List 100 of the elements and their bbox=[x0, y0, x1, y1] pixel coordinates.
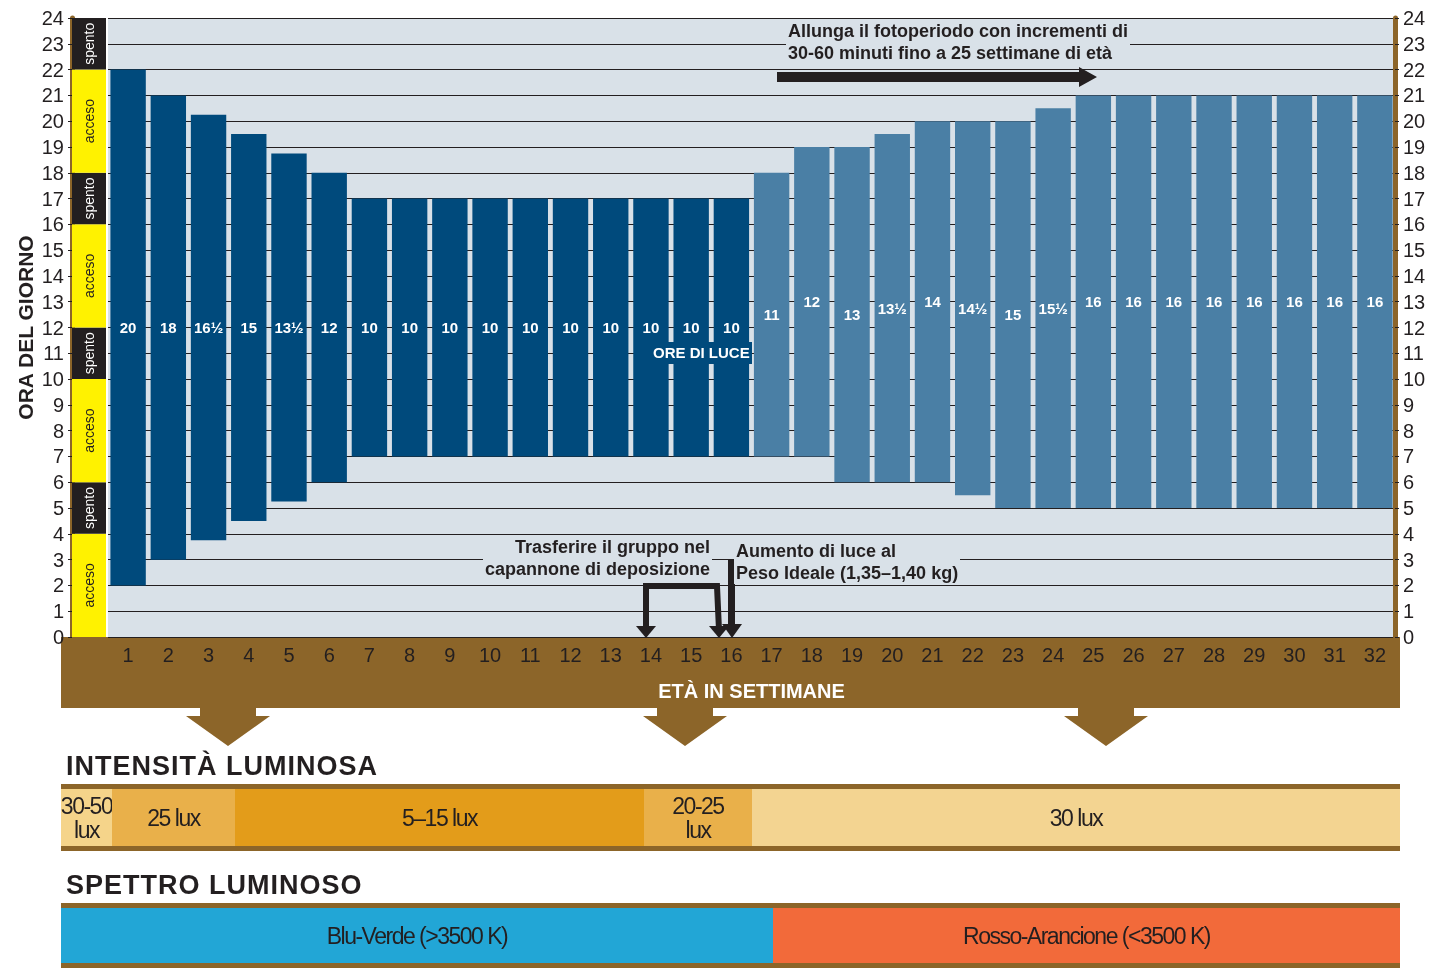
bar bbox=[72, 379, 106, 483]
bar bbox=[1156, 95, 1192, 509]
text: INTENSITÀ LUMINOSA bbox=[65, 749, 379, 783]
bar bbox=[1075, 95, 1112, 509]
data-label: acceso bbox=[81, 408, 97, 453]
y-tick-label: 2 bbox=[1403, 574, 1415, 597]
data-label: 16½ bbox=[193, 319, 224, 336]
y-tick-label: 6 bbox=[52, 471, 64, 494]
bar bbox=[72, 533, 106, 637]
y-tick-label: 1 bbox=[52, 600, 64, 623]
x-tick-label: 18 bbox=[800, 644, 823, 666]
y-tick-label: 5 bbox=[52, 497, 64, 520]
x-tick-label: 4 bbox=[243, 644, 255, 666]
y-tick-label: 11 bbox=[1403, 342, 1424, 365]
x-tick-label: 19 bbox=[840, 644, 864, 666]
y-tick-label: 17 bbox=[1403, 187, 1426, 210]
x-tick-label: 32 bbox=[1363, 644, 1387, 666]
y-tick-label: 8 bbox=[52, 419, 64, 442]
category-label: 25 lux bbox=[112, 789, 235, 846]
data-label: 15 bbox=[240, 319, 258, 336]
x-tick-label: 27 bbox=[1162, 644, 1185, 666]
data-label: 14 bbox=[924, 293, 942, 311]
data-label: 11 bbox=[763, 306, 780, 324]
y-tick-label: 15 bbox=[1403, 239, 1426, 262]
data-label: 18 bbox=[159, 319, 177, 336]
x-tick-label: 30 bbox=[1283, 644, 1306, 666]
data-label: 16 bbox=[1286, 293, 1303, 311]
bar bbox=[593, 198, 629, 457]
data-label: 10 bbox=[481, 319, 499, 336]
y-tick-label: 11 bbox=[43, 342, 64, 365]
y-tick-label: 24 bbox=[1403, 7, 1426, 29]
y-tick-label: 21 bbox=[1403, 84, 1426, 107]
y-tick-label: 17 bbox=[41, 187, 64, 210]
data-label: 10 bbox=[361, 319, 378, 336]
bar bbox=[753, 172, 790, 457]
y-tick-label: 3 bbox=[1403, 548, 1415, 571]
annotation: Trasferire il gruppo nel capannone di deposizione bbox=[482, 536, 712, 580]
category-label: Rosso-Arancione (<3500 K) bbox=[773, 908, 1400, 963]
data-label: 10 bbox=[602, 319, 620, 336]
y-tick-label: 8 bbox=[1403, 419, 1415, 442]
bar bbox=[1035, 108, 1071, 509]
data-label: 10 bbox=[401, 319, 418, 336]
y-tick-label: 10 bbox=[1403, 368, 1426, 391]
data-label: 15½ bbox=[1038, 299, 1068, 317]
y-tick-label: 16 bbox=[1403, 213, 1426, 236]
bar bbox=[472, 198, 508, 457]
y-tick-label: 15 bbox=[41, 239, 64, 262]
data-label: 16 bbox=[1205, 293, 1223, 311]
x-tick-label: 8 bbox=[404, 644, 416, 666]
y-tick-label: 18 bbox=[41, 161, 64, 184]
data-label: 10 bbox=[642, 319, 660, 336]
x-tick-label: 29 bbox=[1243, 644, 1266, 666]
bar bbox=[271, 153, 307, 502]
y-tick-label: 4 bbox=[52, 522, 64, 545]
y-tick-label: 0 bbox=[52, 626, 64, 648]
y-tick-label: 24 bbox=[41, 7, 64, 29]
y-tick-label: 23 bbox=[41, 32, 64, 55]
data-label: 16 bbox=[1326, 293, 1344, 311]
x-tick-label: 10 bbox=[478, 644, 502, 666]
annotation: Allunga il fotoperiodo con incrementi di 30-60 minuti fino a 25 settimane di età bbox=[786, 20, 1131, 64]
x-tick-label: 14 bbox=[639, 644, 663, 666]
y-tick-label: 13 bbox=[41, 290, 64, 313]
bar bbox=[552, 198, 589, 457]
category-label: 5–15 lux bbox=[235, 789, 644, 846]
text: SPETTRO LUMINOSO bbox=[65, 869, 364, 902]
data-label: 16 bbox=[1245, 293, 1263, 311]
data-label: 10 bbox=[441, 319, 459, 336]
data-label: spento bbox=[81, 177, 97, 220]
y-tick-label: 12 bbox=[1403, 316, 1426, 339]
x-tick-label: 6 bbox=[323, 644, 335, 666]
category-label: 30-50 lux bbox=[60, 789, 113, 846]
x-tick-label: 1 bbox=[122, 644, 134, 666]
bar bbox=[914, 121, 951, 483]
y-tick-label: 12 bbox=[41, 316, 64, 339]
x-axis-title: ETÀ IN SETTIMANE bbox=[658, 680, 845, 702]
data-label: 10 bbox=[682, 319, 700, 336]
x-tick-label: 7 bbox=[363, 644, 375, 666]
annotation: Aumento di luce al Peso Ideale (1,35–1,40 kg) bbox=[734, 540, 961, 584]
data-label: 16 bbox=[1366, 293, 1384, 311]
data-label: 13½ bbox=[877, 299, 907, 317]
data-label: 10 bbox=[723, 319, 740, 336]
x-tick-label: 12 bbox=[559, 644, 582, 666]
x-tick-label: 13 bbox=[599, 644, 622, 666]
y-tick-label: 5 bbox=[1403, 497, 1415, 520]
bar bbox=[432, 198, 468, 457]
bar bbox=[72, 224, 106, 328]
y-tick-label: 23 bbox=[1403, 32, 1426, 55]
y-tick-label: 22 bbox=[1403, 58, 1426, 81]
y-tick-label: 10 bbox=[41, 368, 64, 391]
annotation: ORE DI LUCE bbox=[651, 342, 752, 364]
data-label: 10 bbox=[521, 319, 539, 336]
y-tick-label: 20 bbox=[41, 110, 64, 133]
bar bbox=[1196, 95, 1232, 509]
y-tick-label: 21 bbox=[41, 84, 64, 107]
y-tick-label: 22 bbox=[41, 58, 64, 81]
x-tick-label: 24 bbox=[1042, 644, 1065, 666]
y-tick-label: 19 bbox=[1403, 135, 1426, 158]
y-tick-label: 9 bbox=[1403, 393, 1415, 416]
y-axis-title: ORA DEL GIORNO bbox=[14, 235, 37, 420]
x-tick-label: 2 bbox=[162, 644, 174, 666]
